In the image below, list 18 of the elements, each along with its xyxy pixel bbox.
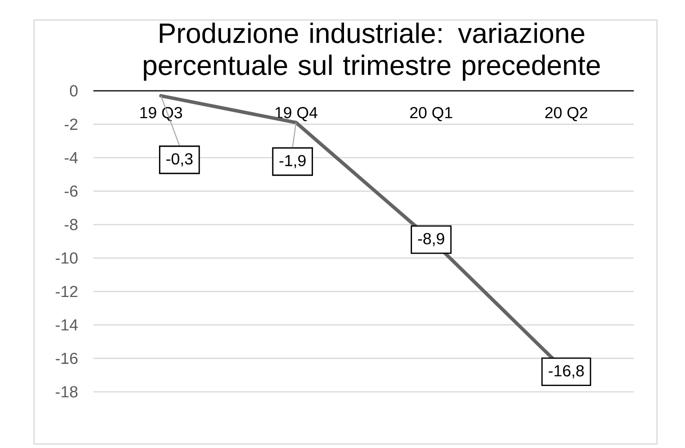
y-tick-label: 0 (70, 85, 78, 96)
y-tick-label: -4 (64, 152, 78, 164)
y-tick-label: -18 (56, 386, 78, 398)
data-label: -0,3 (166, 153, 193, 166)
y-tick-label: -16 (56, 352, 78, 364)
x-tick-label: 19 Q3 (140, 106, 182, 122)
x-tick-label: 20 Q1 (410, 106, 452, 122)
y-tick-label: -8 (64, 218, 78, 230)
y-tick-label: -6 (64, 185, 78, 197)
data-label: -16,8 (548, 365, 584, 378)
data-label: -1,9 (279, 154, 306, 168)
x-tick-label: 20 Q2 (545, 106, 588, 122)
y-tick-label: -14 (56, 319, 78, 330)
y-tick-label: -2 (64, 118, 78, 130)
y-tick-label: -12 (56, 286, 78, 298)
chart-title: Produzione industriale: variazione percentuale sul trimestre precedente (144, 22, 600, 81)
x-tick-label: 19 Q4 (275, 106, 318, 122)
y-tick-label: -10 (56, 252, 78, 264)
